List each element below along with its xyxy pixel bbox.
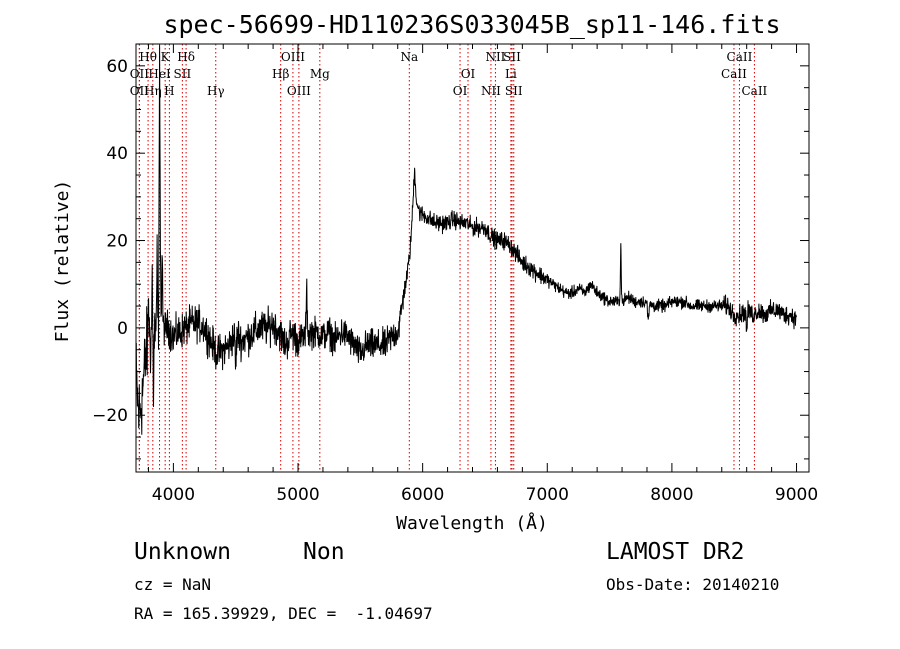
line-label: OIII	[281, 50, 305, 64]
object-subclass: Non	[303, 539, 345, 565]
line-label: Li	[505, 67, 517, 81]
line-label: OI	[461, 67, 476, 81]
x-tick-label: 8000	[650, 485, 693, 505]
x-tick-label: 7000	[526, 485, 569, 505]
line-label: NII	[485, 50, 505, 64]
line-label: OII	[130, 67, 150, 81]
x-tick-label: 9000	[775, 485, 818, 505]
y-tick-label: −20	[92, 406, 128, 426]
line-label: Hγ	[207, 84, 225, 98]
x-tick-label: 4000	[152, 485, 195, 505]
line-label: Mg	[310, 67, 330, 81]
line-label: H	[164, 84, 174, 98]
line-label: Hθ	[139, 50, 157, 64]
spectrum-line	[135, 45, 797, 435]
y-tick-label: 60	[106, 57, 128, 77]
x-axis-label: Wavelength (Å)	[396, 512, 548, 534]
line-label: SII	[174, 67, 192, 81]
object-class: Unknown	[134, 539, 231, 565]
line-label: NII	[481, 84, 501, 98]
line-label: Hβ	[272, 67, 289, 81]
survey-name: LAMOST DR2	[606, 539, 745, 565]
plot-frame	[135, 43, 810, 473]
line-label: Na	[400, 50, 418, 64]
line-label: OIII	[287, 84, 311, 98]
y-tick-label: 20	[106, 232, 128, 252]
x-tick-label: 6000	[401, 485, 444, 505]
y-tick-label: 40	[106, 144, 128, 164]
line-label: CaII	[741, 84, 767, 98]
line-label: Hδ	[177, 50, 195, 64]
line-label: OII	[130, 84, 150, 98]
line-label: K	[161, 50, 171, 64]
y-axis-label: Flux (relative)	[52, 180, 73, 343]
observation-date: Obs-Date: 20140210	[606, 575, 780, 594]
x-tick-label: 5000	[276, 485, 319, 505]
line-label: Hη	[144, 84, 162, 98]
y-tick-label: 0	[117, 319, 128, 339]
redshift-readout: cz = NaN	[134, 575, 212, 594]
emission-line-markers	[138, 44, 755, 472]
line-label: OI	[453, 84, 468, 98]
line-label: CaII	[721, 67, 747, 81]
x-axis: 4000 5000 6000 7000 8000 9000	[147, 44, 818, 505]
y-axis: −20 0 20 40 60	[92, 57, 809, 460]
coordinates-readout: RA = 165.39929, DEC = -1.04697	[134, 604, 433, 623]
chart-title: spec-56699-HD110236S033045B_sp11-146.fit…	[163, 10, 780, 39]
line-label: SII	[503, 50, 521, 64]
line-label: CaII	[727, 50, 753, 64]
line-label: SII	[505, 84, 523, 98]
